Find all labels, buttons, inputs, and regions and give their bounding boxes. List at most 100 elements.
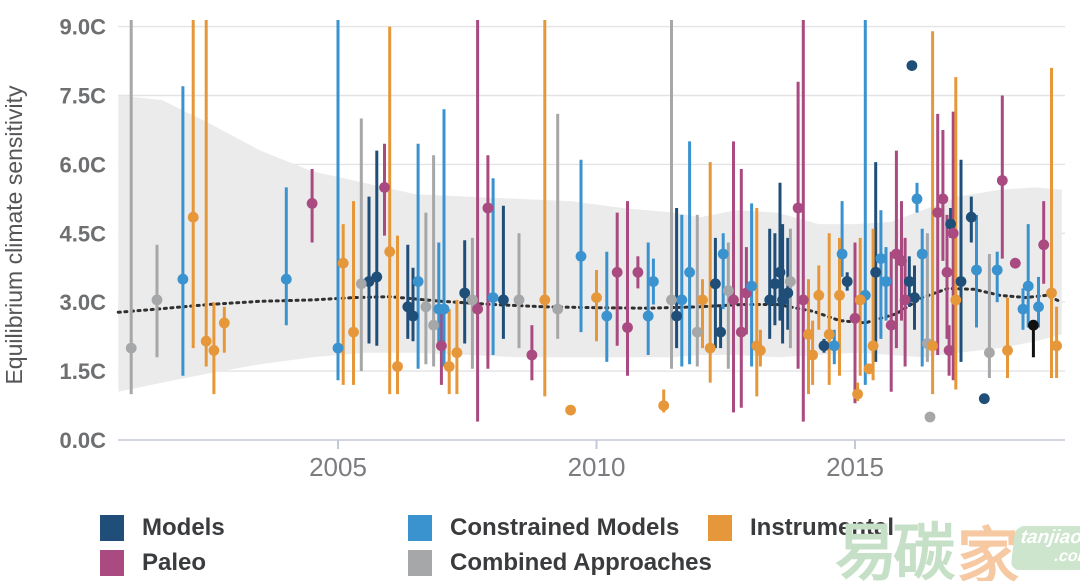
data-point — [671, 310, 682, 322]
data-point — [379, 182, 390, 193]
data-point — [658, 400, 670, 411]
data-point — [513, 294, 525, 306]
data-point — [945, 218, 956, 230]
data-point — [371, 271, 383, 283]
y-tick-label: 4.5C — [60, 221, 107, 246]
data-point — [971, 264, 982, 276]
data-point — [867, 340, 879, 352]
data-point — [498, 294, 509, 306]
data-point — [717, 248, 729, 260]
data-point — [151, 294, 163, 306]
data-point — [764, 294, 776, 306]
data-point — [428, 319, 439, 331]
data-point — [552, 303, 564, 315]
data-point — [899, 294, 911, 306]
legend-label: Combined Approaches — [450, 549, 712, 576]
data-point — [797, 294, 809, 306]
y-tick-label: 6.0C — [60, 152, 107, 177]
models-swatch-icon — [100, 515, 124, 541]
data-point — [125, 342, 137, 354]
data-point — [852, 388, 863, 400]
data-point — [880, 276, 892, 287]
data-point — [177, 273, 189, 285]
data-point — [337, 257, 349, 269]
data-point — [924, 411, 936, 423]
data-point — [1046, 287, 1057, 299]
data-point — [443, 361, 455, 372]
data-point — [807, 349, 818, 361]
data-point — [565, 404, 576, 416]
data-point — [1022, 280, 1034, 292]
data-point — [728, 294, 739, 306]
data-point — [575, 250, 587, 262]
watermark-orange-text: 家 — [957, 523, 1020, 581]
y-tick-label: 3.0C — [60, 290, 107, 315]
x-tick-label: 2015 — [826, 452, 884, 482]
data-point — [472, 303, 483, 315]
data-point — [785, 276, 796, 287]
data-point — [1017, 303, 1029, 315]
data-point — [937, 193, 949, 205]
data-point — [896, 255, 907, 267]
data-point — [782, 287, 794, 299]
data-point — [996, 175, 1008, 186]
data-point — [482, 202, 494, 214]
data-point — [984, 347, 995, 359]
data-point — [875, 253, 887, 264]
data-point — [755, 345, 766, 356]
y-tick-label: 7.5C — [60, 84, 107, 109]
x-axis: 2005 2010 2015 — [118, 439, 1065, 482]
data-point — [208, 345, 220, 356]
data-point — [218, 317, 230, 329]
instrumental-swatch-icon — [708, 515, 732, 541]
data-point — [978, 393, 990, 405]
data-point — [947, 227, 959, 239]
legend-item-paleo: Paleo — [100, 549, 206, 577]
data-point — [828, 340, 840, 352]
legend-label: Models — [142, 514, 225, 541]
data-point — [611, 266, 623, 278]
data-point — [955, 276, 967, 287]
data-point — [909, 292, 920, 303]
data-point — [932, 207, 944, 219]
data-point — [823, 329, 835, 340]
data-point — [941, 266, 953, 278]
legend-item-constrained: Constrained Models — [408, 514, 679, 542]
data-point — [648, 276, 659, 287]
constrained-swatch-icon — [408, 515, 432, 541]
data-point — [1028, 319, 1039, 331]
error-bars — [129, 20, 1059, 422]
data-point — [841, 276, 853, 287]
data-point — [355, 278, 367, 290]
data-point — [965, 211, 977, 223]
y-tick-label: 0.0C — [60, 428, 107, 453]
data-point — [769, 278, 781, 290]
data-point — [722, 285, 734, 297]
data-point — [916, 248, 928, 260]
y-tick-label: 1.5C — [60, 359, 107, 384]
data-point — [818, 340, 830, 352]
data-points — [125, 60, 1062, 423]
y-tick-label: 9.0C — [60, 15, 107, 40]
combined-swatch-icon — [408, 550, 432, 576]
legend-item-models: Models — [100, 514, 225, 542]
data-point — [792, 202, 804, 214]
data-point — [420, 301, 432, 313]
legend-label: Constrained Models — [450, 514, 680, 541]
data-point — [943, 345, 955, 356]
legend-item-instrumental: Instrumental — [708, 514, 894, 542]
data-point — [412, 276, 424, 287]
data-point — [1038, 239, 1050, 251]
data-point — [438, 303, 450, 315]
data-point — [746, 280, 757, 292]
data-point — [436, 340, 447, 352]
data-point — [632, 266, 644, 278]
uncertainty-band — [118, 95, 1062, 392]
data-point — [622, 322, 633, 333]
watermark-badge: tanjiaoyi .com — [1010, 526, 1080, 570]
data-point — [1002, 345, 1013, 356]
data-point — [704, 342, 716, 354]
watermark-badge-line2: .com — [1053, 548, 1080, 565]
data-point — [710, 278, 721, 290]
data-point — [836, 248, 848, 260]
